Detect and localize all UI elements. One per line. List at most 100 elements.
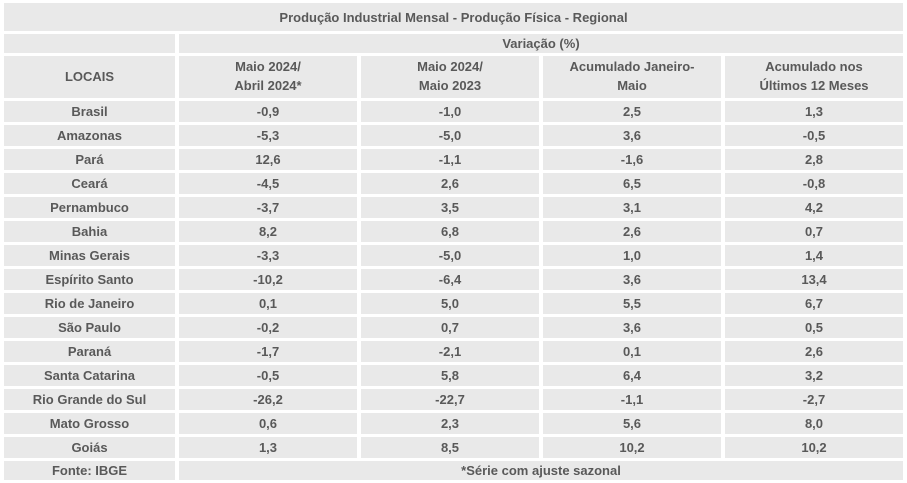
value-cell: 13,4: [725, 269, 903, 290]
value-cell: 10,2: [725, 437, 903, 458]
table-row: Paraná -1,7 -2,1 0,1 2,6: [4, 341, 903, 362]
row-label: Brasil: [4, 101, 175, 122]
group-header-row: Variação (%): [4, 34, 903, 53]
value-cell: -1,1: [361, 149, 539, 170]
table-row: Mato Grosso 0,6 2,3 5,6 8,0: [4, 413, 903, 434]
value-cell: -5,3: [179, 125, 357, 146]
row-label: São Paulo: [4, 317, 175, 338]
row-label: Mato Grosso: [4, 413, 175, 434]
value-cell: -1,6: [543, 149, 721, 170]
value-cell: 5,5: [543, 293, 721, 314]
title-row: Produção Industrial Mensal - Produção Fí…: [4, 3, 903, 31]
row-label: Minas Gerais: [4, 245, 175, 266]
row-label: Pernambuco: [4, 197, 175, 218]
column-header-locais: LOCAIS: [4, 56, 175, 98]
value-cell: -2,7: [725, 389, 903, 410]
row-label: Goiás: [4, 437, 175, 458]
value-cell: 4,2: [725, 197, 903, 218]
table-row: Pará 12,6 -1,1 -1,6 2,8: [4, 149, 903, 170]
seasonal-adjustment-note: *Série com ajuste sazonal: [179, 461, 903, 480]
value-cell: 3,6: [543, 125, 721, 146]
table-row: Bahia 8,2 6,8 2,6 0,7: [4, 221, 903, 242]
value-cell: 1,4: [725, 245, 903, 266]
value-cell: 2,6: [725, 341, 903, 362]
row-label: Paraná: [4, 341, 175, 362]
value-cell: 0,6: [179, 413, 357, 434]
page-title: Produção Industrial Mensal - Produção Fí…: [4, 3, 903, 31]
value-cell: 1,3: [179, 437, 357, 458]
row-label: Amazonas: [4, 125, 175, 146]
column-header: Maio 2024/ Maio 2023: [361, 56, 539, 98]
value-cell: -0,5: [725, 125, 903, 146]
value-cell: 3,5: [361, 197, 539, 218]
table-row: São Paulo -0,2 0,7 3,6 0,5: [4, 317, 903, 338]
value-cell: -0,8: [725, 173, 903, 194]
column-header: Acumulado nos Últimos 12 Meses: [725, 56, 903, 98]
value-cell: -1,7: [179, 341, 357, 362]
value-cell: 3,2: [725, 365, 903, 386]
value-cell: 1,0: [543, 245, 721, 266]
empty-corner-cell: [4, 34, 175, 53]
value-cell: 2,6: [361, 173, 539, 194]
value-cell: 6,7: [725, 293, 903, 314]
row-label: Santa Catarina: [4, 365, 175, 386]
value-cell: 8,2: [179, 221, 357, 242]
table-row: Pernambuco -3,7 3,5 3,1 4,2: [4, 197, 903, 218]
row-label: Ceará: [4, 173, 175, 194]
row-label: Rio de Janeiro: [4, 293, 175, 314]
value-cell: 8,0: [725, 413, 903, 434]
table-row: Santa Catarina -0,5 5,8 6,4 3,2: [4, 365, 903, 386]
value-cell: -0,2: [179, 317, 357, 338]
value-cell: 10,2: [543, 437, 721, 458]
table-row: Espírito Santo -10,2 -6,4 3,6 13,4: [4, 269, 903, 290]
value-cell: 0,7: [725, 221, 903, 242]
value-cell: -22,7: [361, 389, 539, 410]
value-cell: -0,5: [179, 365, 357, 386]
value-cell: -1,0: [361, 101, 539, 122]
table-row: Rio Grande do Sul -26,2 -22,7 -1,1 -2,7: [4, 389, 903, 410]
value-cell: 0,1: [543, 341, 721, 362]
value-cell: -1,1: [543, 389, 721, 410]
value-cell: 3,6: [543, 317, 721, 338]
value-cell: 5,0: [361, 293, 539, 314]
value-cell: 3,1: [543, 197, 721, 218]
row-label: Rio Grande do Sul: [4, 389, 175, 410]
value-cell: 3,6: [543, 269, 721, 290]
value-cell: -3,3: [179, 245, 357, 266]
column-header: Maio 2024/ Abril 2024*: [179, 56, 357, 98]
row-label: Espírito Santo: [4, 269, 175, 290]
value-cell: -26,2: [179, 389, 357, 410]
value-cell: 6,4: [543, 365, 721, 386]
value-cell: 0,5: [725, 317, 903, 338]
value-cell: 6,8: [361, 221, 539, 242]
value-cell: 0,7: [361, 317, 539, 338]
table-row: Ceará -4,5 2,6 6,5 -0,8: [4, 173, 903, 194]
table-row: Rio de Janeiro 0,1 5,0 5,5 6,7: [4, 293, 903, 314]
footer-row: Fonte: IBGE *Série com ajuste sazonal: [4, 461, 903, 480]
value-cell: 2,5: [543, 101, 721, 122]
value-cell: -0,9: [179, 101, 357, 122]
source-note: Fonte: IBGE: [4, 461, 175, 480]
value-cell: 2,6: [543, 221, 721, 242]
value-cell: 0,1: [179, 293, 357, 314]
value-cell: 8,5: [361, 437, 539, 458]
value-cell: -10,2: [179, 269, 357, 290]
value-cell: 5,8: [361, 365, 539, 386]
value-cell: -5,0: [361, 125, 539, 146]
value-cell: -2,1: [361, 341, 539, 362]
value-cell: -5,0: [361, 245, 539, 266]
value-cell: 1,3: [725, 101, 903, 122]
table-row: Brasil -0,9 -1,0 2,5 1,3: [4, 101, 903, 122]
value-cell: 12,6: [179, 149, 357, 170]
table-row: Goiás 1,3 8,5 10,2 10,2: [4, 437, 903, 458]
variacao-group-header: Variação (%): [179, 34, 903, 53]
column-header: Acumulado Janeiro- Maio: [543, 56, 721, 98]
value-cell: 2,3: [361, 413, 539, 434]
value-cell: 6,5: [543, 173, 721, 194]
column-header-row: LOCAIS Maio 2024/ Abril 2024* Maio 2024/…: [4, 56, 903, 98]
table-row: Minas Gerais -3,3 -5,0 1,0 1,4: [4, 245, 903, 266]
table-row: Amazonas -5,3 -5,0 3,6 -0,5: [4, 125, 903, 146]
value-cell: -6,4: [361, 269, 539, 290]
row-label: Bahia: [4, 221, 175, 242]
